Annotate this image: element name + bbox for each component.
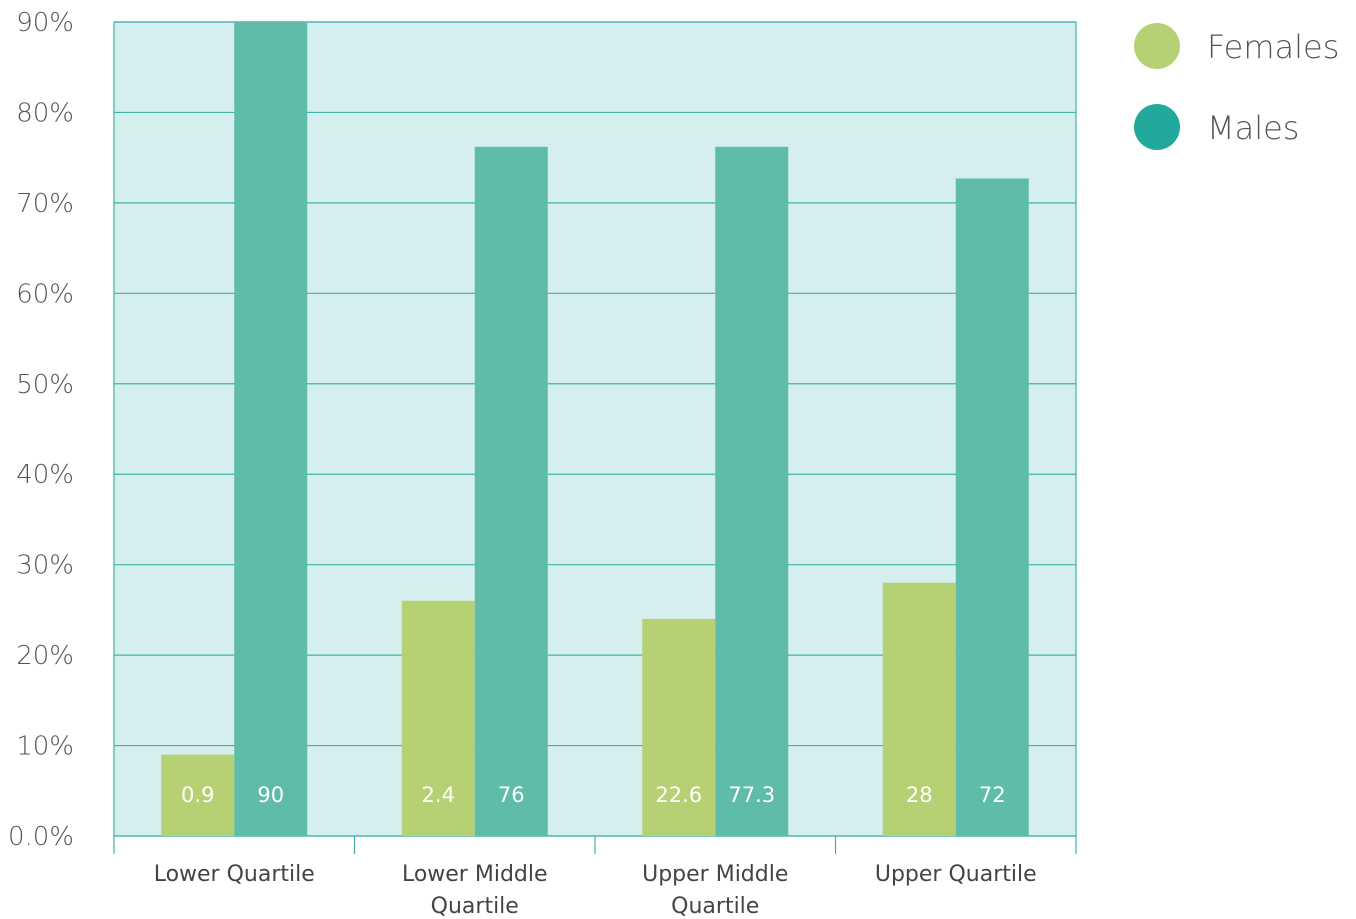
legend-label: Males [1207,109,1299,147]
legend-swatch [1134,104,1180,150]
x-category-label: Quartile [431,894,519,919]
y-tick-label: 80% [16,98,74,128]
y-tick-label: 70% [16,189,74,219]
data-label: 76 [498,783,525,807]
bar-females [882,582,956,836]
y-tick-label: 60% [16,279,74,309]
x-category-label: Quartile [671,894,759,919]
bar-females [161,754,235,836]
bar-males [715,146,789,836]
x-axis: Lower Quartile Lower Middle Quartile Upper … [113,836,1077,919]
y-tick-label: 50% [16,370,74,400]
data-label: 72 [979,783,1006,807]
legend: Females Males [1134,23,1339,150]
bar-males [474,146,548,836]
legend-swatch [1134,23,1180,69]
data-label: 2.4 [422,783,455,807]
bars [161,22,1029,837]
x-category-label: Lower Quartile [154,862,315,887]
x-category-label: Lower Middle [402,862,548,887]
y-tick-label: 20% [16,641,74,671]
y-tick-label: 30% [16,551,74,581]
x-category-label: Upper Middle [642,862,788,887]
data-label: 77.3 [728,783,775,807]
data-labels: 0.9 2.4 22.6 28 90 76 77.3 72 [181,783,1006,807]
y-axis-ticks: 0.0% 10% 20% 30% 40% 50% 60% 70% 80% 90% [8,8,74,852]
data-label: 90 [257,783,284,807]
y-tick-label: 10% [16,732,74,762]
y-tick-label: 90% [16,8,74,38]
x-category-label: Upper Quartile [875,862,1037,887]
bar-females [401,600,475,836]
data-label: 28 [906,783,933,807]
y-tick-label: 0.0% [8,822,74,852]
y-tick-label: 40% [16,460,74,490]
data-label: 0.9 [181,783,214,807]
data-label: 22.6 [655,783,702,807]
bar-males [234,22,308,836]
bar-males [955,178,1029,837]
bar-females [642,618,716,836]
legend-label: Females [1207,28,1339,66]
